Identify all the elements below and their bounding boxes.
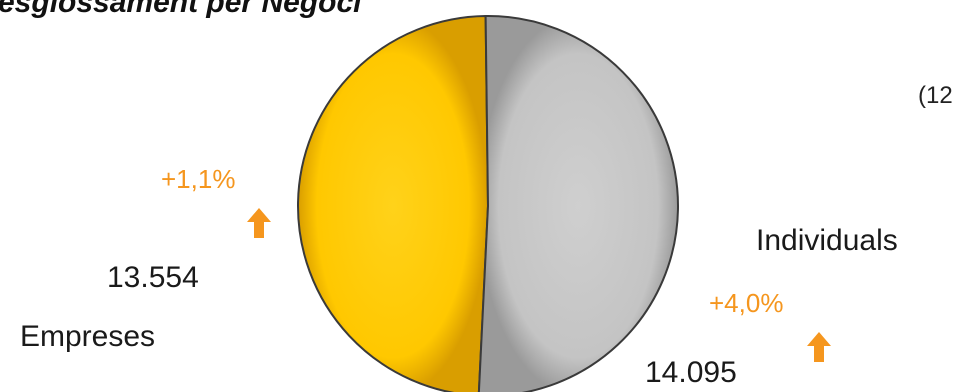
empreses-value-label: 13.554 bbox=[107, 261, 199, 294]
individuals-category-label: Individuals bbox=[756, 224, 898, 257]
pie-slice-individuals bbox=[477, 15, 679, 392]
individuals-value-label: 14.095 bbox=[645, 356, 737, 389]
arrow-up-icon bbox=[247, 208, 271, 238]
empreses-category-label: Empreses bbox=[20, 320, 156, 353]
pie-slice-empreses bbox=[297, 15, 490, 392]
individuals-change-label: +4,0% bbox=[709, 288, 784, 318]
cut-off-note: (12 bbox=[918, 82, 953, 109]
arrow-up-icon bbox=[807, 332, 831, 362]
chart-title: esglossament per Negoci bbox=[0, 0, 362, 19]
empreses-change-label: +1,1% bbox=[161, 164, 236, 194]
